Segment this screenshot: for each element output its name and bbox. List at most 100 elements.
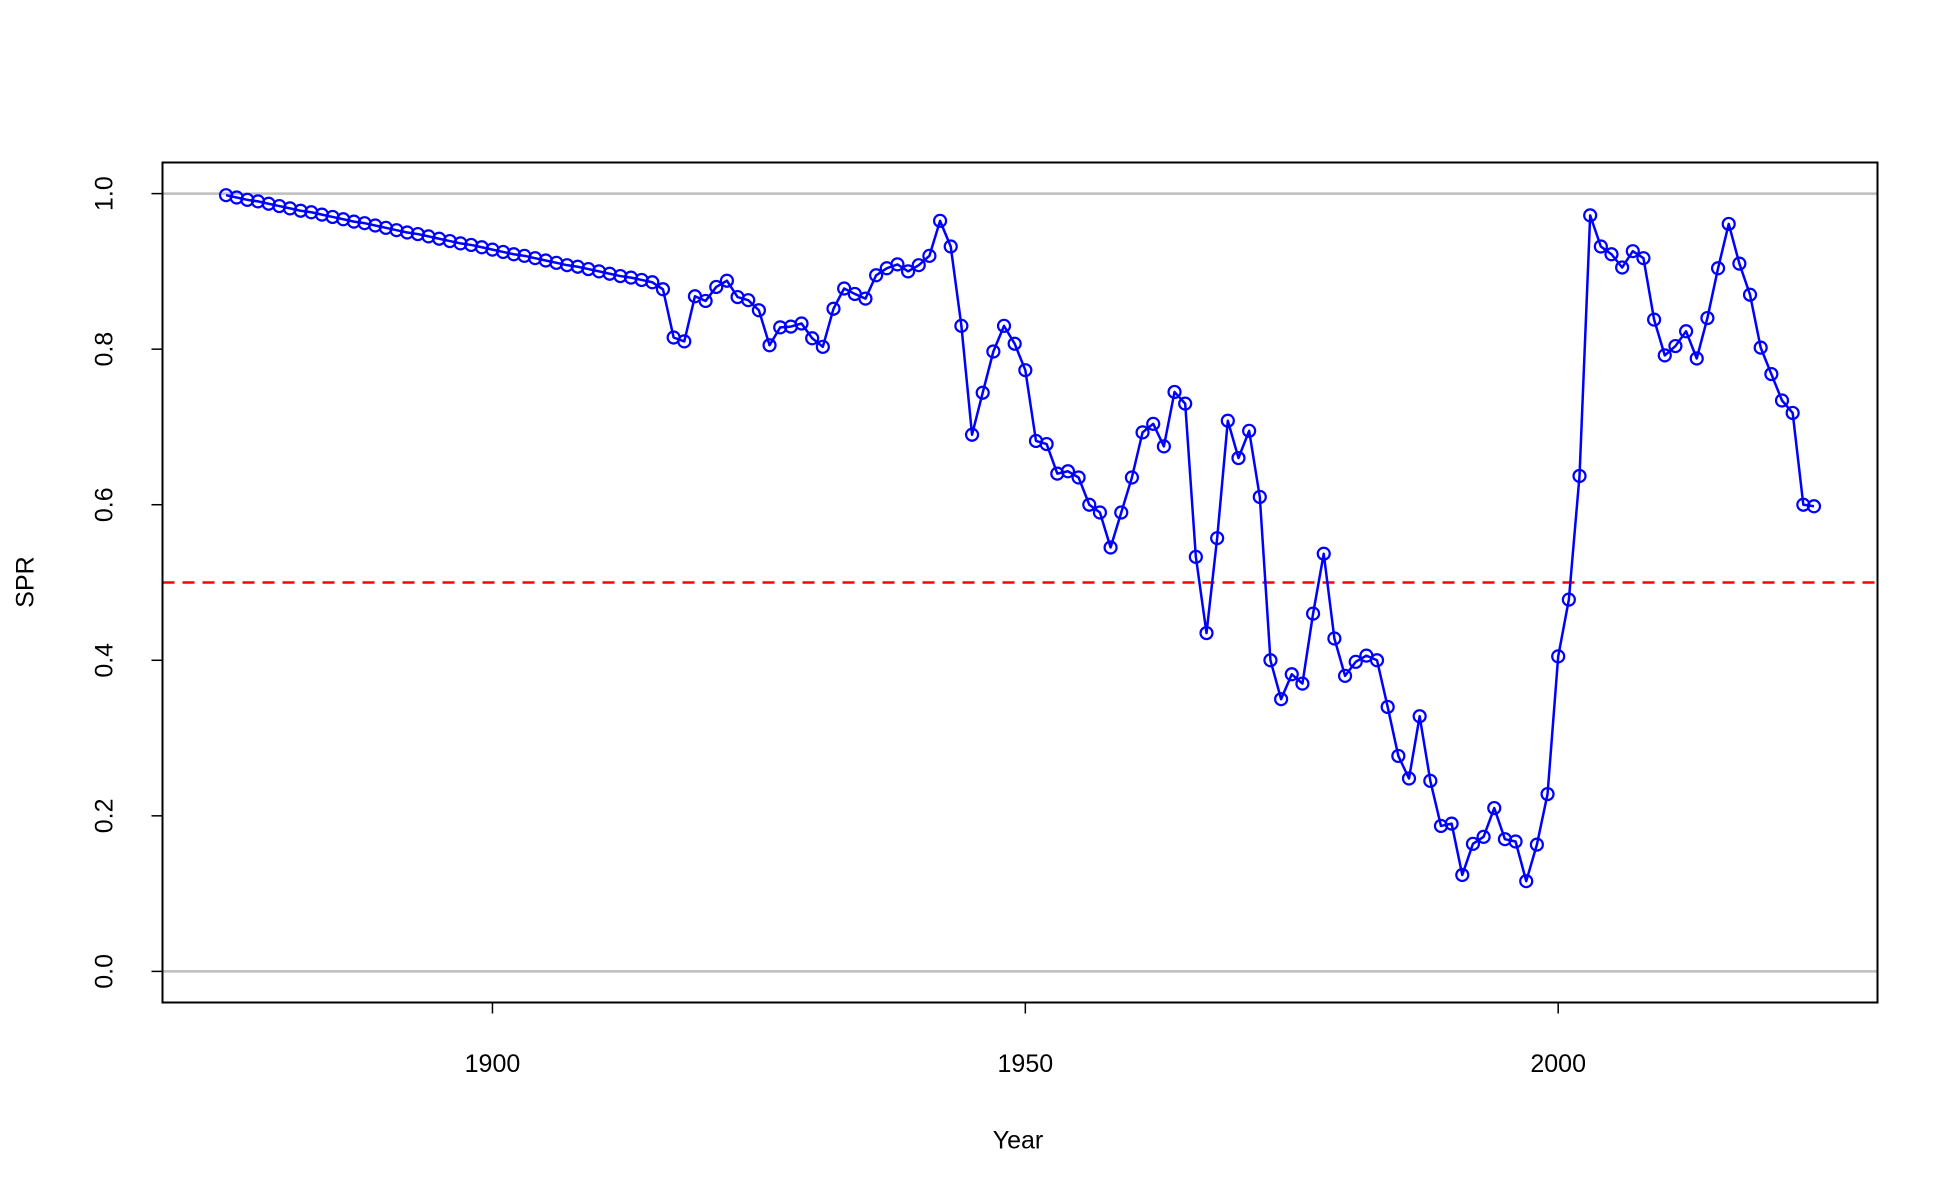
data-point: [975, 385, 990, 400]
data-point: [1039, 436, 1054, 452]
data-point: [1732, 256, 1747, 271]
data-point: [815, 339, 830, 354]
data-point: [932, 213, 948, 228]
data-point: [943, 239, 958, 254]
data-point: [1465, 836, 1481, 851]
data-point: [1647, 312, 1662, 327]
data-point: [400, 225, 415, 240]
data-point: [1615, 260, 1630, 275]
data-point: [837, 281, 852, 296]
x-tick-label: 1900: [465, 1050, 521, 1078]
data-point: [986, 344, 1001, 359]
data-point: [1689, 351, 1704, 366]
data-point: [655, 282, 671, 297]
data-point: [613, 268, 628, 284]
data-point: [762, 338, 777, 353]
data-point: [1785, 405, 1800, 421]
data-point: [1455, 867, 1470, 883]
data-point: [751, 303, 766, 318]
x-tick-label: 2000: [1530, 1050, 1586, 1078]
data-point: [1220, 413, 1235, 428]
y-tick-label: 1.0: [91, 176, 119, 211]
data-point: [1082, 497, 1097, 512]
data-point: [240, 192, 255, 207]
data-point: [1401, 771, 1417, 786]
data-point: [1668, 338, 1683, 354]
data-point: [1764, 366, 1779, 382]
data-point: [1369, 653, 1385, 668]
y-tick-label: 0.8: [91, 332, 119, 367]
data-point: [1444, 816, 1459, 831]
data-point: [559, 258, 575, 273]
data-point: [1316, 546, 1331, 561]
data-point: [858, 291, 873, 306]
data-point: [1572, 468, 1587, 484]
data-point: [1156, 439, 1171, 454]
data-point: [1274, 692, 1289, 707]
data-point: [1380, 699, 1395, 715]
data-point: [773, 320, 788, 335]
data-point: [1060, 464, 1076, 479]
data-point: [954, 318, 969, 333]
data-point: [1625, 244, 1640, 259]
data-point: [1487, 800, 1502, 816]
data-point: [1252, 489, 1267, 505]
data-point: [1178, 396, 1193, 411]
data-point: [1327, 631, 1342, 646]
data-point: [794, 316, 809, 331]
data-point: [1348, 654, 1363, 669]
data-point: [1242, 423, 1257, 438]
data-point: [805, 331, 820, 346]
data-point: [890, 257, 905, 272]
data-point: [1561, 592, 1576, 607]
data-point: [709, 279, 724, 295]
data-point: [1774, 393, 1790, 408]
data-point: [900, 264, 916, 279]
y-tick-label: 0.0: [91, 954, 119, 989]
data-point: [453, 236, 468, 251]
data-point: [1700, 310, 1715, 326]
data-point: [1710, 261, 1726, 276]
data-point: [1753, 340, 1768, 355]
data-point: [1583, 208, 1598, 223]
data-point: [1423, 773, 1438, 788]
data-point: [1114, 505, 1129, 520]
y-tick-label: 0.4: [91, 643, 119, 678]
data-point: [1721, 216, 1736, 232]
data-point: [1071, 470, 1086, 485]
data-point: [1796, 497, 1811, 512]
data-point: [677, 334, 692, 349]
data-point: [1263, 653, 1278, 668]
data-point: [1604, 247, 1619, 262]
data-point: [911, 258, 926, 273]
y-axis-label: SPR: [12, 556, 40, 607]
x-tick-label: 1950: [998, 1050, 1054, 1078]
data-point: [1210, 531, 1225, 546]
data-point: [826, 301, 841, 316]
series-line: [225, 193, 1815, 883]
data-point: [1806, 499, 1822, 514]
y-tick-label: 0.6: [91, 487, 119, 522]
data-point: [293, 203, 308, 218]
data-point: [1007, 336, 1022, 351]
data-point: [1199, 625, 1214, 641]
data-point: [698, 293, 713, 309]
data-point: [1551, 649, 1566, 664]
data-point: [741, 293, 756, 308]
data-point: [719, 273, 735, 288]
data-point: [1188, 549, 1203, 564]
data-point: [1305, 606, 1321, 621]
data-point: [645, 275, 660, 290]
data-point: [1678, 324, 1694, 339]
data-point: [922, 248, 937, 263]
data-point: [1412, 709, 1427, 724]
plot-frame: [161, 161, 1879, 1004]
data-point: [1337, 668, 1353, 683]
y-tick-label: 0.2: [91, 798, 119, 833]
data-point: [346, 214, 362, 229]
data-point: [1124, 470, 1140, 485]
data-point: [1636, 251, 1651, 266]
data-point: [1508, 834, 1523, 849]
data-point: [1593, 239, 1608, 254]
